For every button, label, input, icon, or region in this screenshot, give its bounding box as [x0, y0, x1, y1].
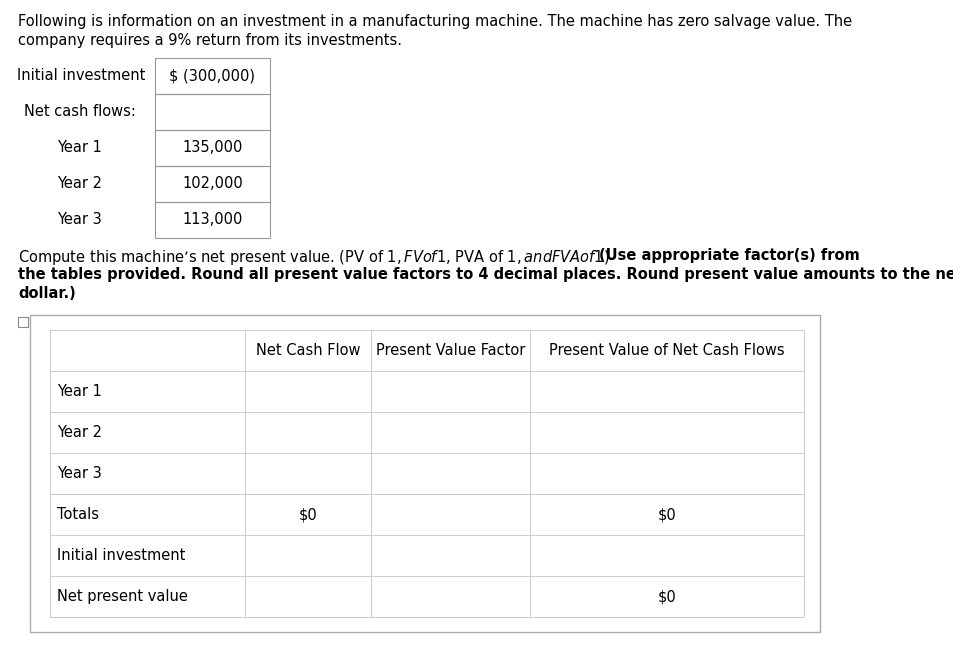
Text: Totals: Totals — [57, 507, 99, 522]
Text: Initial investment: Initial investment — [57, 548, 185, 563]
Text: Year 3: Year 3 — [57, 466, 102, 481]
Text: Year 1: Year 1 — [57, 384, 102, 399]
Text: Present Value of Net Cash Flows: Present Value of Net Cash Flows — [548, 343, 783, 358]
Bar — [154, 94, 270, 130]
Text: 135,000: 135,000 — [182, 140, 242, 156]
Text: Year 1: Year 1 — [57, 140, 102, 156]
Text: Net cash flows:: Net cash flows: — [24, 105, 135, 120]
Text: Year 2: Year 2 — [57, 176, 102, 191]
Text: $0: $0 — [298, 507, 317, 522]
Text: Present Value Factor: Present Value Factor — [375, 343, 524, 358]
Text: Compute this machine’s net present value. (PV of $1, FV of $1, PVA of $1, and FV: Compute this machine’s net present value… — [18, 248, 610, 267]
Bar — [154, 166, 270, 202]
Text: dollar.): dollar.) — [18, 286, 75, 301]
Text: Year 3: Year 3 — [57, 213, 102, 227]
Text: $0: $0 — [657, 507, 676, 522]
Text: $0: $0 — [657, 589, 676, 604]
Text: (Use appropriate factor(s) from: (Use appropriate factor(s) from — [598, 248, 859, 263]
Text: company requires a 9% return from its investments.: company requires a 9% return from its in… — [18, 33, 401, 48]
Text: $ (300,000): $ (300,000) — [170, 68, 255, 83]
Text: Net Cash Flow: Net Cash Flow — [255, 343, 359, 358]
Text: Net present value: Net present value — [57, 589, 188, 604]
Text: 113,000: 113,000 — [182, 213, 242, 227]
Text: Following is information on an investment in a manufacturing machine. The machin: Following is information on an investmen… — [18, 14, 851, 29]
Bar — [154, 202, 270, 238]
Text: Initial investment: Initial investment — [17, 68, 146, 83]
Bar — [154, 58, 270, 94]
Text: 102,000: 102,000 — [182, 176, 243, 191]
Bar — [154, 130, 270, 166]
Text: the tables provided. Round all present value factors to 4 decimal places. Round : the tables provided. Round all present v… — [18, 267, 953, 282]
Bar — [18, 317, 28, 327]
Text: Year 2: Year 2 — [57, 425, 102, 440]
Bar — [30, 315, 820, 632]
